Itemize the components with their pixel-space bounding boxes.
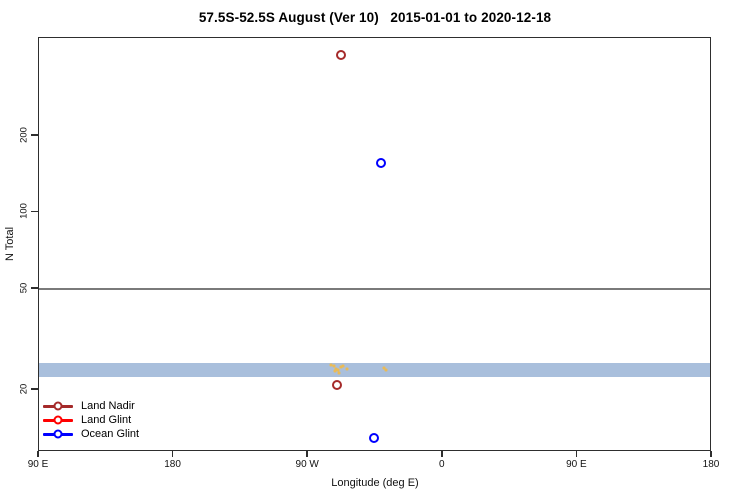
x-tick-label: 0 [439,459,445,470]
plot-area: Land Nadir Land Glint Ocean Glint [38,37,711,451]
data-point-ocean-glint [369,432,379,443]
data-point-ocean-glint [376,157,387,168]
x-tick-label: 180 [702,459,720,470]
legend-item-label: Ocean Glint [81,428,140,440]
reference-band [39,363,710,378]
legend-marker-icon [43,415,73,425]
legend-item-label: Land Glint [81,414,132,426]
x-tick-label: 180 [164,459,181,470]
legend: Land Nadir Land Glint Ocean Glint [43,399,139,441]
x-tick-label: 90 E [27,459,49,470]
x-tick [37,451,39,457]
gold-mark [329,363,333,366]
x-tick [575,451,578,457]
y-tick-label: 50 [18,282,30,294]
gold-mark [334,367,338,371]
gold-mark [336,368,340,372]
data-point-land-nadir [331,379,342,390]
legend-marker-icon [43,429,73,439]
gold-mark [345,367,349,371]
y-tick [31,388,38,390]
gold-mark [337,371,341,375]
y-tick [31,134,38,136]
x-axis-label: Longitude (deg E) [331,477,419,489]
gold-mark [339,365,343,369]
x-tick-label: 90 E [566,459,587,470]
gold-mark [382,366,386,370]
reference-line-50 [39,287,710,290]
y-tick-label: 200 [18,127,30,143]
legend-item: Ocean Glint [43,427,139,441]
y-tick [31,210,38,213]
x-tick [306,451,308,457]
x-tick [171,451,174,457]
y-tick-label: 100 [18,203,30,220]
x-tick [441,451,443,457]
x-tick-label: 90 W [295,459,319,470]
legend-circle-icon [53,429,63,439]
gold-mark [333,369,337,373]
legend-circle-icon [53,401,63,411]
legend-item-label: Land Nadir [81,400,135,412]
gold-mark [341,364,345,368]
legend-item: Land Glint [43,413,139,427]
y-axis-label: N Total [4,226,16,262]
legend-circle-icon [53,415,63,425]
legend-marker-icon [43,401,73,411]
gold-mark [384,368,388,372]
y-tick [31,287,38,289]
gold-mark [332,364,336,368]
y-tick-label: 20 [18,383,30,395]
x-tick [710,451,712,457]
chart-title: 57.5S-52.5S August (Ver 10) 2015-01-01 t… [198,10,552,25]
legend-item: Land Nadir [43,399,139,413]
data-point-land-nadir [336,49,347,60]
